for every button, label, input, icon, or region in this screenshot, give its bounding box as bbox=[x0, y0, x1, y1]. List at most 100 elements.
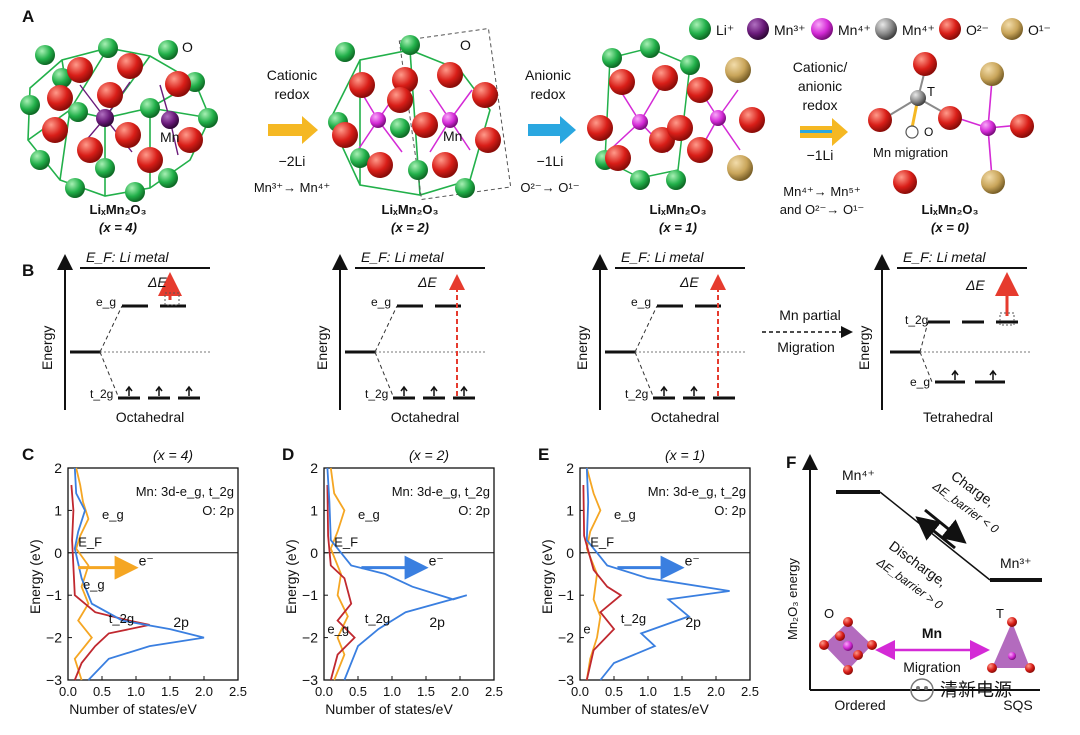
energy3-eg: e_g bbox=[631, 295, 651, 309]
energy1-axis: Energy bbox=[39, 326, 55, 370]
dos-ef: E_F bbox=[78, 534, 102, 549]
energy-diagram-3: Energy E_F: Li metal ΔE e_g t_2g Octahed… bbox=[574, 249, 745, 425]
dos-xlabel: Number of states/eV bbox=[325, 701, 453, 717]
ytick-label: 1 bbox=[566, 502, 574, 518]
step3-eq2: and O²⁻→ O¹⁻ bbox=[780, 202, 865, 217]
structure4-td-label: T bbox=[927, 84, 935, 99]
energy1-ef: E_F: Li metal bbox=[86, 249, 169, 265]
ytick-label: 0 bbox=[566, 545, 574, 561]
energy1-delta: ΔE bbox=[147, 274, 167, 290]
ytick-label: −2 bbox=[558, 630, 574, 646]
dos-frame bbox=[323, 467, 495, 681]
panel-label-f: F bbox=[786, 453, 796, 472]
step2-arrow bbox=[528, 116, 576, 144]
ytick-label: 2 bbox=[566, 460, 574, 476]
panel-label-d: D bbox=[282, 445, 294, 464]
step1-arrow bbox=[268, 116, 318, 144]
dos-ef: E_F bbox=[334, 534, 358, 549]
energy2-t2g: t_2g bbox=[365, 387, 388, 401]
panel-f-td: T bbox=[996, 606, 1004, 621]
energy-diagram-4: Energy E_F: Li metal ΔE t_2g e_g Tetrahe… bbox=[856, 249, 1030, 425]
ytick-label: 0 bbox=[310, 545, 318, 561]
legend-li-swatch bbox=[689, 18, 711, 40]
legend-mn5-label: Mn⁴⁺ bbox=[902, 22, 935, 38]
dos-panel-x2: 2 1 0 −1 −2 −30.0 0.5 1.0 1.5 2.0 2.5 Number of sta… bbox=[283, 447, 503, 717]
structure4-x: (x = 0) bbox=[931, 220, 969, 235]
dos-xlabel: Number of states/eV bbox=[69, 701, 197, 717]
legend-o2-label: O²⁻ bbox=[966, 22, 989, 38]
xtick-label: 1.0 bbox=[639, 684, 657, 699]
structure2-o-label: O bbox=[460, 37, 471, 53]
energy4-t2g: t_2g bbox=[905, 313, 928, 327]
panel-label-b: B bbox=[22, 261, 34, 280]
structure3-x: (x = 1) bbox=[659, 220, 697, 235]
structure-x2: O Mn bbox=[328, 27, 512, 201]
dos-eg-low: e bbox=[583, 621, 590, 636]
xtick-label: 1.5 bbox=[161, 684, 179, 699]
xtick-label: 2.0 bbox=[451, 684, 469, 699]
xtick-label: 0.0 bbox=[59, 684, 77, 699]
step3-title2: anionic bbox=[798, 78, 842, 94]
legend-mn5-swatch bbox=[875, 18, 897, 40]
atom-legend: Li⁺ Mn³⁺ Mn⁴⁺ Mn⁴⁺ O²⁻ O¹⁻ bbox=[689, 18, 1051, 40]
ytick-label: −2 bbox=[302, 630, 318, 646]
energy4-eg: e_g bbox=[910, 375, 930, 389]
energy-diagram-1: Energy E_F: Li metal ΔE e_g t_2g Octahed… bbox=[39, 249, 210, 425]
dos-eg-low: e_g bbox=[327, 621, 349, 636]
legend-o1-swatch bbox=[1001, 18, 1023, 40]
xtick-label: 0.0 bbox=[571, 684, 589, 699]
ytick-label: −3 bbox=[302, 672, 318, 688]
legend-mn4-label: Mn⁴⁺ bbox=[838, 22, 871, 38]
structure2-mn-label: Mn bbox=[443, 128, 462, 144]
dos-legend-mn: Mn: 3d-e_g, t_2g bbox=[392, 484, 490, 499]
dos-ylabel: Energy (eV) bbox=[283, 539, 299, 614]
energy3-t2g: t_2g bbox=[625, 387, 648, 401]
step1-li: −2Li bbox=[279, 153, 306, 169]
energy4-tetra: Tetrahedral bbox=[923, 409, 993, 425]
step2-li: −1Li bbox=[537, 153, 564, 169]
step-anionic: Anionic redox −1Li O²⁻→ O¹⁻ bbox=[520, 67, 579, 195]
mn-partial-migration: Mn partial Migration bbox=[762, 307, 853, 355]
ytick-label: 0 bbox=[54, 545, 62, 561]
structure-x1 bbox=[587, 38, 765, 190]
xtick-label: 1.5 bbox=[673, 684, 691, 699]
energy2-octa: Octahedral bbox=[391, 409, 459, 425]
structure1-formula: LiₓMn₂O₃ bbox=[90, 202, 147, 217]
dos-ylabel: Energy (eV) bbox=[539, 539, 555, 614]
energy2-ef: E_F: Li metal bbox=[361, 249, 444, 265]
structure4-mig-label: Mn migration bbox=[873, 145, 948, 160]
dos-frame bbox=[579, 467, 751, 681]
panel-label-c: C bbox=[22, 445, 34, 464]
dos-electron: e⁻ bbox=[429, 553, 444, 569]
step2-title2: redox bbox=[530, 86, 565, 102]
energy3-axis: Energy bbox=[574, 326, 590, 370]
energy-diagram-2: Energy E_F: Li metal ΔE e_g t_2g Octahed… bbox=[314, 249, 485, 425]
tetrahedron bbox=[987, 617, 1035, 673]
panel-f-mn3: Mn³⁺ bbox=[1000, 555, 1032, 571]
xtick-label: 1.0 bbox=[127, 684, 145, 699]
dos-electron: e⁻ bbox=[139, 553, 154, 569]
step2-title1: Anionic bbox=[525, 67, 571, 83]
panel-label-a: A bbox=[22, 7, 34, 26]
xtick-label: 2.5 bbox=[229, 684, 247, 699]
panel-f-energy: Mn₂O₃ energy Mn⁴⁺ Mn³⁺ Charge, ΔE_barrie… bbox=[785, 454, 1042, 713]
step1-title2: redox bbox=[274, 86, 309, 102]
legend-o1-label: O¹⁻ bbox=[1028, 22, 1051, 38]
ytick-label: 2 bbox=[310, 460, 318, 476]
xtick-label: 2.0 bbox=[707, 684, 725, 699]
energy1-eg: e_g bbox=[96, 295, 116, 309]
step-cationic: Cationic redox −2Li Mn³⁺→ Mn⁴⁺ bbox=[254, 67, 330, 195]
legend-mn4-swatch bbox=[811, 18, 833, 40]
o2p-curve bbox=[73, 467, 205, 681]
migration-label2: Migration bbox=[777, 339, 835, 355]
dos-electron: e⁻ bbox=[685, 553, 700, 569]
dos-frame bbox=[67, 467, 239, 681]
panel-f-migration: Migration bbox=[903, 659, 961, 675]
xtick-label: 0.5 bbox=[93, 684, 111, 699]
ytick-label: 2 bbox=[54, 460, 62, 476]
dos-title: (x = 4) bbox=[153, 447, 193, 463]
dos-eg-low: e_g bbox=[83, 577, 105, 592]
structure3-formula: LiₓMn₂O₃ bbox=[650, 202, 707, 217]
xtick-label: 1.5 bbox=[417, 684, 435, 699]
xtick-label: 0.5 bbox=[349, 684, 367, 699]
